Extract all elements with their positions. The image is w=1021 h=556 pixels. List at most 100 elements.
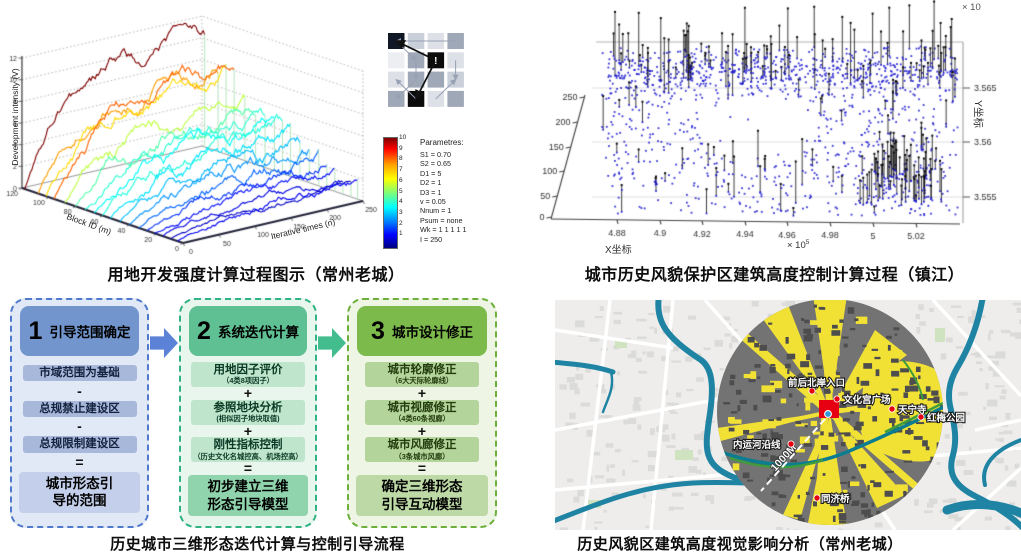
map-label: 内运河沿线	[733, 439, 781, 451]
flow-item: 参照地块分析 (相似因子地块取值)	[191, 399, 305, 425]
flow-operator: -	[77, 418, 82, 435]
jet-colorbar	[383, 137, 398, 249]
caption-height-panel: 城市历史风貌保护区建筑高度控制计算过程（镇江）	[584, 267, 965, 284]
height-control-chart-canvas	[530, 0, 1021, 258]
flow-step-number: 3	[371, 316, 385, 345]
flow-operator: +	[417, 422, 427, 439]
flow-operator: +	[243, 384, 253, 401]
flow-arrow-icon	[150, 328, 178, 358]
flow-operator: =	[243, 460, 253, 477]
colorbar-tick: 9	[399, 144, 403, 152]
flow-operator: =	[417, 460, 427, 477]
flow-step-header: 2 系统迭代计算	[189, 306, 307, 356]
colorbar-tick: 6	[399, 176, 403, 184]
parameter-line: v = 0.05	[420, 197, 446, 207]
map-label-dot	[813, 494, 821, 502]
flow-item: 总规限制建设区	[22, 436, 137, 453]
flow-result: 城市形态引导的范围	[19, 471, 140, 513]
viewpoint-marker	[824, 410, 832, 418]
colorbar-tick: 2	[399, 219, 403, 227]
map-label: 天宁寺	[898, 404, 927, 416]
z-axis-label: Development intensity (V)	[10, 68, 20, 166]
colorbar-ticks: 10 9 8 7 6 5 4 3 2 1	[399, 133, 415, 247]
caption-flowchart: 历史城市三维形态迭代计算与控制引导流程	[110, 536, 405, 553]
flow-item: 城市视廊修正 （4类60条视廊）	[365, 399, 479, 425]
iterative-computation-flowchart: 1 引导范围确定 市域范围为基础 - 总规禁止建设区 - 总规限制建设区 = 城市形态引导的范围…	[10, 298, 516, 528]
flow-operator: -	[77, 382, 82, 399]
cellular-automaton-inset: !	[388, 33, 464, 107]
colorbar-tick: 7	[399, 166, 403, 174]
flow-operator: +	[417, 384, 427, 401]
map-label-dot	[833, 395, 841, 403]
flow-item: 城市轮廓修正 （6大天际轮廓线）	[365, 361, 479, 387]
flow-step-title: 城市设计修正	[391, 325, 473, 340]
canal-path	[717, 398, 943, 467]
colorbar-tick: 5	[399, 187, 403, 195]
x-exponent-power: 5	[805, 239, 810, 246]
ca-cell	[427, 71, 445, 88]
map-label-dot	[787, 440, 795, 448]
river-path	[555, 479, 748, 524]
x-axis-label: X坐标	[605, 245, 632, 256]
ca-update-arrow	[394, 40, 437, 62]
flow-step-title: 系统迭代计算	[217, 325, 299, 340]
flow-step-number: 2	[197, 316, 211, 345]
map-label-dot	[917, 413, 925, 421]
flow-item: 市域范围为基础	[22, 365, 137, 382]
flow-column-1: 1 引导范围确定 市域范围为基础 - 总规禁止建设区 - 总规限制建设区 = 城市形态引导的范围	[10, 298, 149, 528]
parameter-line: Wk = 1 1 1 1 1	[420, 225, 467, 235]
flow-arrow-icon	[318, 328, 346, 358]
caption-intensity-panel: 用地开发强度计算过程图示（常州老城）	[107, 267, 405, 284]
site-highlight	[819, 400, 839, 418]
parameter-line: I = 250	[420, 234, 443, 244]
flow-result: 确定三维形态引导互动模型	[356, 475, 488, 517]
flow-step-title: 引导范围确定	[49, 325, 131, 340]
parameter-line: Nnum = 1	[420, 206, 452, 216]
ca-link-arrow	[395, 78, 417, 100]
map-label-dot	[808, 387, 816, 395]
flow-item: 用地因子评价 （4类8项因子）	[191, 361, 305, 387]
river-path	[942, 500, 1021, 519]
colorbar-tick: 1	[399, 230, 403, 238]
river-path	[601, 370, 614, 414]
caption-map: 历史风貌区建筑高度视觉影响分析（常州老城）	[577, 536, 903, 553]
flow-item: 城市风廊修正 （3条城市风廊）	[365, 437, 479, 463]
map-label: 文化宫广场	[842, 394, 891, 406]
flow-result: 初步建立三维形态引导模型	[188, 475, 308, 517]
parameter-line: D3 = 1	[420, 187, 442, 197]
river-path	[555, 359, 616, 375]
parameter-line: S2 = 0.65	[420, 159, 451, 169]
parameter-line: D1 = 5	[420, 168, 442, 178]
colorbar-tick: 3	[399, 208, 403, 216]
flow-item: 刚性指标控制 （历史文化名城控高、机场控高）	[191, 437, 305, 463]
flow-column-3: 3 城市设计修正 城市轮廓修正 （6大天际轮廓线） + 城市视廊修正 （4类60条视廊） + 城…	[347, 298, 497, 528]
map-label-dot	[888, 405, 896, 413]
map-label: 前后北岸入口	[788, 377, 845, 389]
parameter-line: D2 = 1	[420, 178, 442, 188]
x-axis-exponent: × 105	[787, 239, 809, 251]
ca-cell	[447, 90, 464, 107]
flow-step-header: 3 城市设计修正	[357, 306, 487, 356]
colorbar-tick: 8	[399, 155, 403, 163]
flow-item: 总规禁止建设区	[22, 400, 137, 418]
parameters-title: Parametres:	[420, 138, 464, 147]
colorbar-tick: 10	[399, 134, 407, 141]
ca-link-arrow	[435, 78, 457, 100]
flow-operator: =	[75, 453, 84, 470]
radius-dashed-line	[760, 418, 826, 492]
ca-update-arrow	[415, 59, 437, 101]
ca-cell	[388, 52, 405, 69]
parameters-panel: Parametres: S1 = 0.70 S2 = 0.65 D1 = 5 D2 =…	[420, 138, 520, 244]
flow-step-number: 1	[28, 316, 43, 345]
y-axis-label: Y坐标	[972, 100, 984, 129]
ca-cell	[447, 33, 464, 49]
river-path	[982, 438, 1021, 487]
ca-cell	[427, 52, 445, 69]
flow-column-2: 2 系统迭代计算 用地因子评价 （4类8项因子） + 参照地块分析 (相似因子地块取值) + 刚…	[179, 298, 317, 528]
colorbar-tick: 4	[399, 198, 403, 206]
map-label: 同济桥	[821, 493, 850, 505]
flow-operator: +	[243, 422, 253, 439]
river-path	[946, 300, 1021, 530]
